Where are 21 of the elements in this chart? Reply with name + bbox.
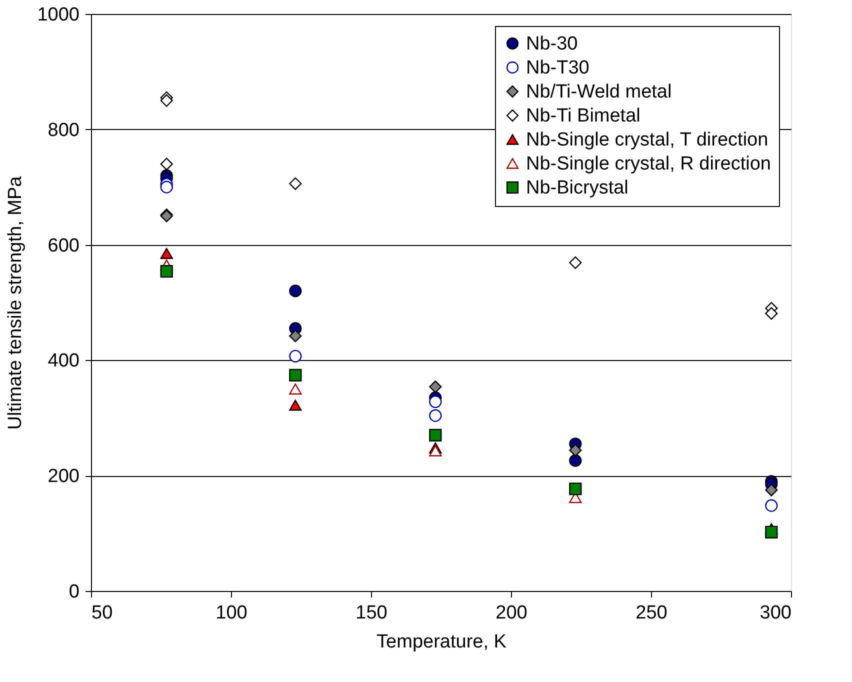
x-tick-label: 150 [356, 602, 388, 624]
y-tick-label: 0 [68, 582, 80, 602]
legend-label: Nb-T30 [526, 58, 590, 78]
x-tick-label: 100 [216, 602, 248, 624]
legend-label: Nb-Single crystal, T direction [526, 130, 768, 150]
legend-label: Nb-30 [526, 34, 578, 54]
x-axis-title: Temperature, K [376, 632, 507, 652]
legend-label: Nb-Ti Bimetal [526, 106, 640, 126]
x-tick-label: 50 [92, 602, 113, 624]
y-tick-label: 200 [48, 466, 80, 488]
legend-label: Nb-Single crystal, R direction [526, 154, 771, 174]
x-tick-label: 200 [496, 602, 528, 624]
y-tick-label: 1000 [37, 4, 80, 26]
x-tick-label: 300 [760, 602, 792, 624]
x-tick-label: 250 [636, 602, 668, 624]
legend-label: Nb-Bicrystal [526, 178, 628, 198]
legend-label: Nb/Ti-Weld metal [526, 82, 672, 102]
y-tick-label: 800 [48, 120, 80, 141]
y-axis-title: Ultimate tensile strength, MPa [5, 176, 26, 430]
y-tick-label: 600 [48, 235, 80, 256]
y-tick-label: 400 [48, 350, 80, 372]
